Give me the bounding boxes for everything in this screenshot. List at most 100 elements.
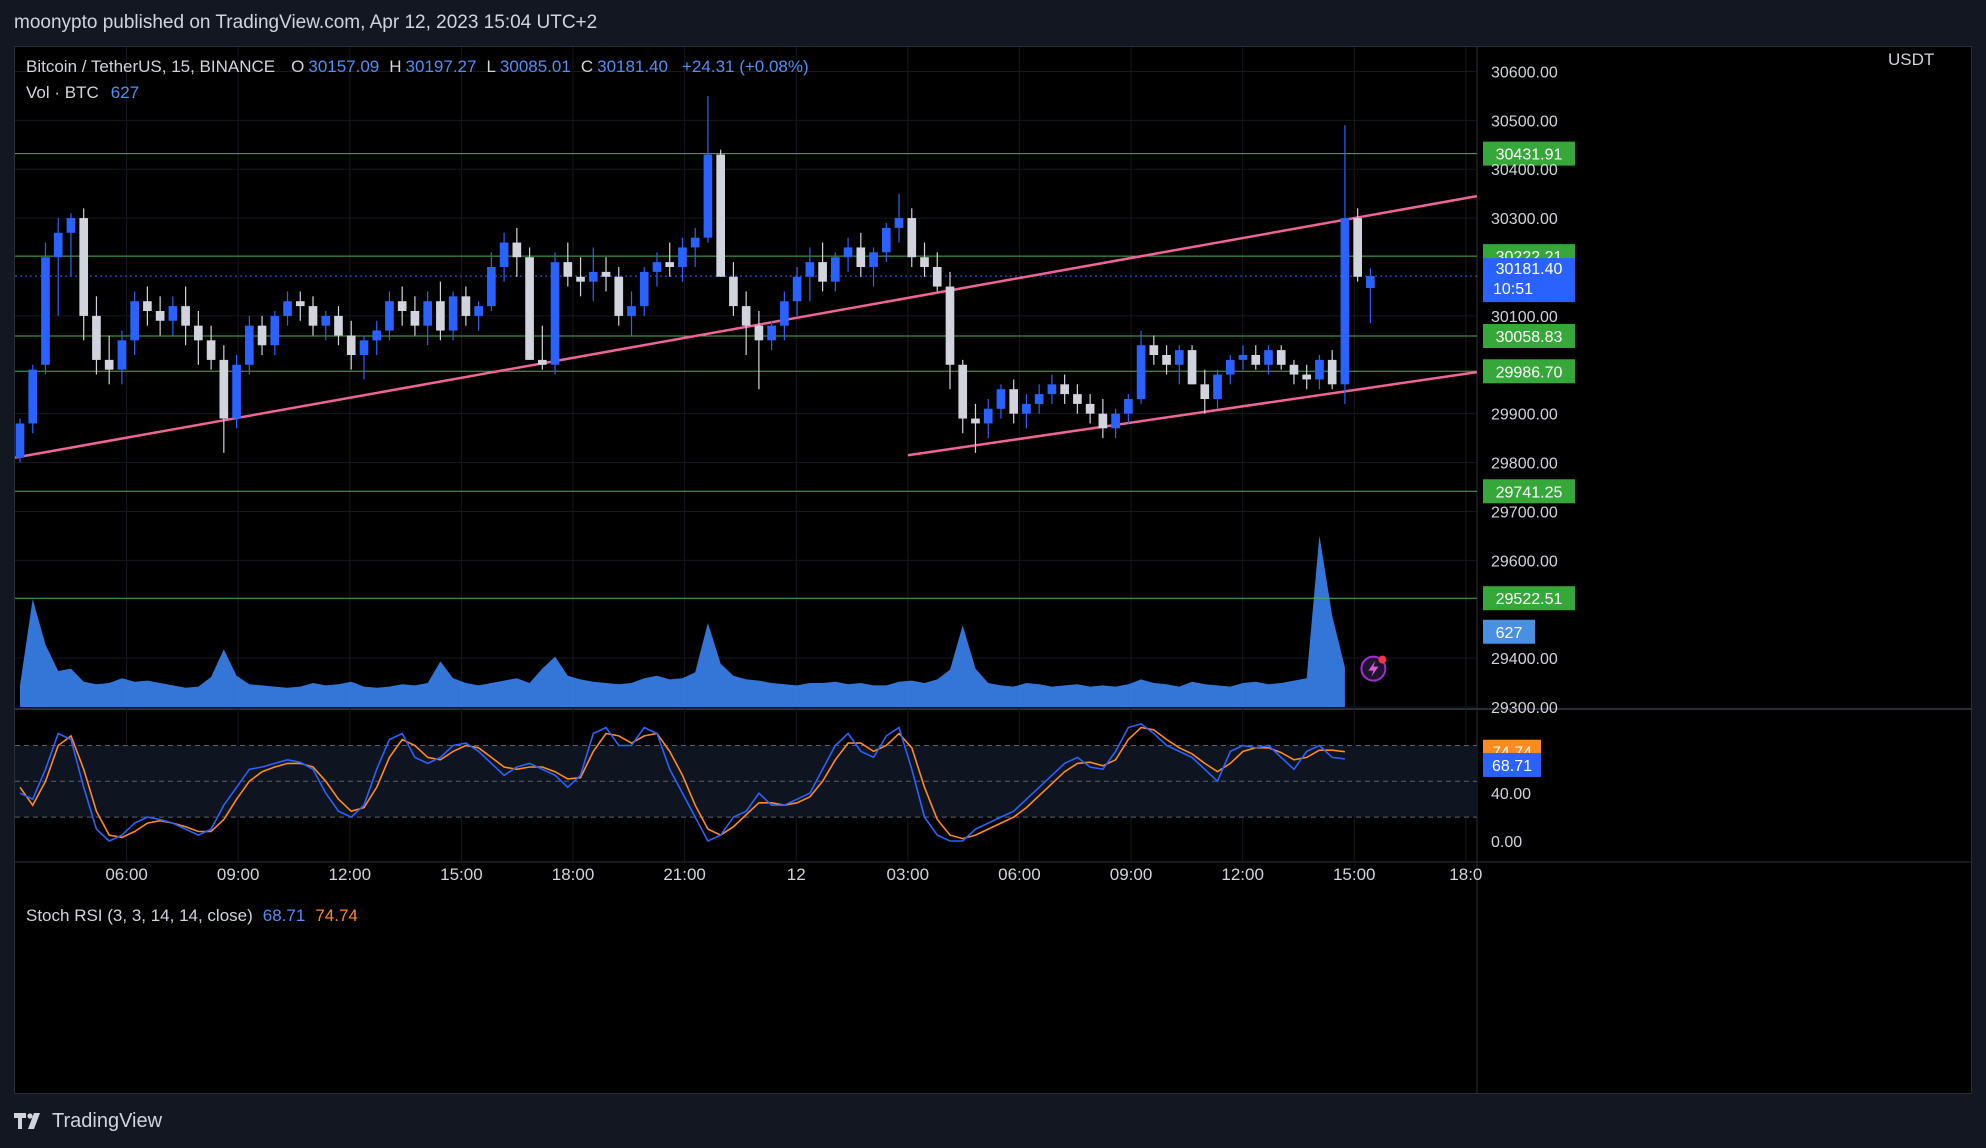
high-label: H <box>389 57 402 76</box>
price-tick-label: 29600.00 <box>1491 553 1558 570</box>
candle-body <box>1136 345 1146 399</box>
close-value: 30181.40 <box>597 57 669 76</box>
price-tick-label: 30100.00 <box>1491 309 1558 326</box>
bottom-bar: TradingView <box>0 1094 1986 1148</box>
change-value: +24.31 (+0.08%) <box>682 57 809 76</box>
candle-body <box>448 296 458 331</box>
candle-body <box>257 325 267 346</box>
candle-body <box>843 247 853 258</box>
time-tick-label: 06:00 <box>998 865 1041 884</box>
time-tick-label: 06:00 <box>105 865 148 884</box>
time-tick-label: 09:00 <box>1110 865 1153 884</box>
stoch-rsi-k-value: 68.71 <box>262 906 306 925</box>
candle-body <box>117 340 127 370</box>
candle-body <box>729 276 738 307</box>
tradingview-brand[interactable]: TradingView <box>52 1109 163 1132</box>
candle-body <box>194 325 203 341</box>
stoch-rsi-tick-label: 40.00 <box>1491 786 1531 803</box>
level-price-label: 30431.91 <box>1496 147 1563 164</box>
trendline-lower <box>907 370 1478 457</box>
price-tick-label: 29700.00 <box>1491 504 1558 521</box>
close-label: C <box>580 57 594 76</box>
candle-body <box>881 227 891 253</box>
candle-body <box>805 262 815 277</box>
alert-dot <box>1378 655 1387 664</box>
time-tick-label: 12:00 <box>329 865 372 884</box>
lightning-bolt-glyph <box>1368 660 1379 677</box>
candle-body <box>780 301 789 326</box>
candle-body <box>588 271 598 282</box>
candle-body <box>1264 350 1273 365</box>
volume-tag <box>1483 619 1535 644</box>
candle-body <box>1009 389 1019 414</box>
stoch-rsi-k-tag-label: 68.71 <box>1492 758 1532 775</box>
candle-body <box>741 306 751 326</box>
time-tick-label: 09:00 <box>217 865 260 884</box>
candle-body <box>1022 403 1031 414</box>
candle-body <box>244 325 254 365</box>
candle-body <box>1340 218 1350 385</box>
candle-body <box>1213 374 1222 399</box>
candle-body <box>958 364 968 419</box>
low-value: 30085.01 <box>499 57 571 76</box>
symbol-title[interactable]: Bitcoin / TetherUS, 15, BINANCE <box>26 57 276 76</box>
open-value: 30157.09 <box>308 57 380 76</box>
level-price-tag <box>1483 141 1575 166</box>
candle-body <box>1289 364 1299 375</box>
last-price-tag <box>1483 258 1575 303</box>
volume-area <box>20 535 1345 707</box>
chart-frame[interactable]: 30431.91 30222.21 30058.83 29986.70 29741.25… <box>14 46 1972 1094</box>
tradingview-logo-icon[interactable] <box>14 1113 44 1129</box>
candle-body <box>283 301 292 316</box>
candle-body <box>971 418 980 424</box>
candle-body <box>665 262 675 267</box>
chart-canvas[interactable]: 30431.9130222.2130058.8329986.7029741.25… <box>15 47 1971 1093</box>
level-price-tag <box>1483 586 1575 611</box>
time-tick-label: 12:00 <box>1221 865 1264 884</box>
candle-body <box>550 262 560 365</box>
candle-body <box>168 306 178 321</box>
candle-body <box>831 257 840 282</box>
candle-body <box>232 364 241 419</box>
candle-body <box>1225 359 1235 375</box>
candle-body <box>79 218 89 316</box>
candle-body <box>1060 384 1069 395</box>
candle-body <box>652 262 662 272</box>
volume-legend-label[interactable]: Vol · BTC <box>26 83 99 102</box>
candle-body <box>104 359 114 370</box>
candle-body <box>474 306 483 316</box>
candle-body <box>1366 276 1375 288</box>
candle-body <box>996 389 1006 409</box>
candle-body <box>53 232 63 258</box>
low-label: L <box>486 57 496 76</box>
price-unit-label: USDT <box>1888 50 1935 69</box>
candle-body <box>767 325 776 341</box>
candle-body <box>372 330 382 341</box>
candle-body <box>537 359 547 365</box>
candle-body <box>512 242 522 258</box>
symbol-legend: Bitcoin / TetherUS, 15, BINANCE O 30157.… <box>26 54 809 106</box>
candle-body <box>1251 355 1261 365</box>
top-bar: moonypto published on TradingView.com, A… <box>0 0 1986 46</box>
candle-body <box>920 257 929 267</box>
price-tick-label: 30400.00 <box>1491 162 1558 179</box>
candle-body <box>1174 350 1184 365</box>
candle-body <box>397 301 407 311</box>
candle-body <box>754 325 764 341</box>
candle-body <box>359 340 369 355</box>
time-tick-label: 18:00 <box>552 865 595 884</box>
stoch-rsi-title[interactable]: Stoch RSI (3, 3, 14, 14, close) <box>26 906 253 925</box>
level-price-label: 30058.83 <box>1496 329 1563 346</box>
candle-body <box>15 423 25 458</box>
candle-body <box>1187 350 1197 385</box>
candle-body <box>894 218 904 228</box>
level-price-label: 29522.51 <box>1496 591 1563 608</box>
stoch-rsi-k-line <box>19 723 1345 843</box>
candle-body <box>1047 384 1057 395</box>
candle-body <box>1162 355 1171 365</box>
level-price-tag <box>1483 359 1575 384</box>
candle-body <box>1276 350 1286 365</box>
candle-body <box>563 262 573 277</box>
candle-body <box>1302 374 1312 380</box>
candle-body <box>308 306 318 326</box>
